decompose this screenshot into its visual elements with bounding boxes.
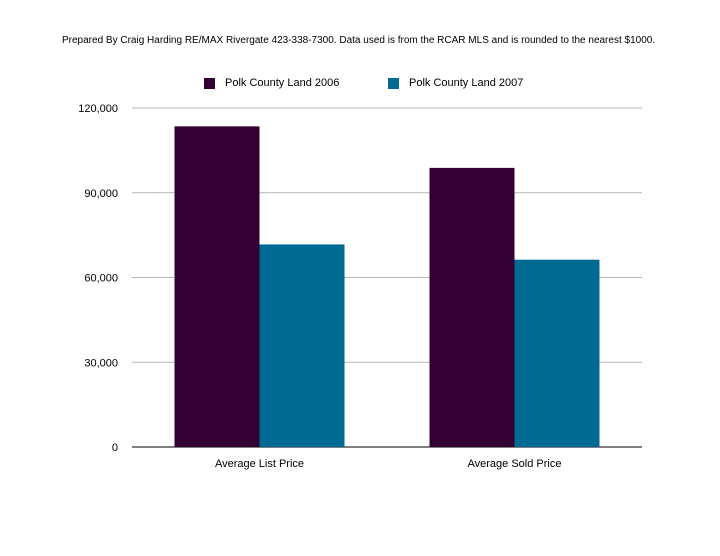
legend-label-2007: Polk County Land 2007	[409, 77, 524, 89]
y-tick-label: 90,000	[84, 188, 118, 200]
legend-label-2006: Polk County Land 2006	[225, 77, 340, 89]
x-tick-label: Average List Price	[215, 458, 304, 470]
y-tick-label: 60,000	[84, 273, 118, 285]
x-tick-label: Average Sold Price	[468, 458, 562, 470]
legend-item-2007: Polk County Land 2007	[388, 77, 523, 89]
bar-2007	[259, 244, 345, 447]
chart-note: Prepared By Craig Harding RE/MAX Riverga…	[62, 35, 656, 46]
y-tick-label: 30,000	[84, 357, 118, 369]
y-tick-label: 120,000	[78, 103, 118, 115]
bar-2006	[429, 167, 515, 447]
bar-2006	[174, 126, 260, 448]
bar-2007	[514, 259, 600, 447]
legend-item-2006: Polk County Land 2006	[204, 77, 339, 89]
legend-swatch-2007	[388, 77, 399, 89]
y-tick-label: 0	[112, 442, 118, 454]
legend-swatch-2006	[204, 77, 215, 89]
